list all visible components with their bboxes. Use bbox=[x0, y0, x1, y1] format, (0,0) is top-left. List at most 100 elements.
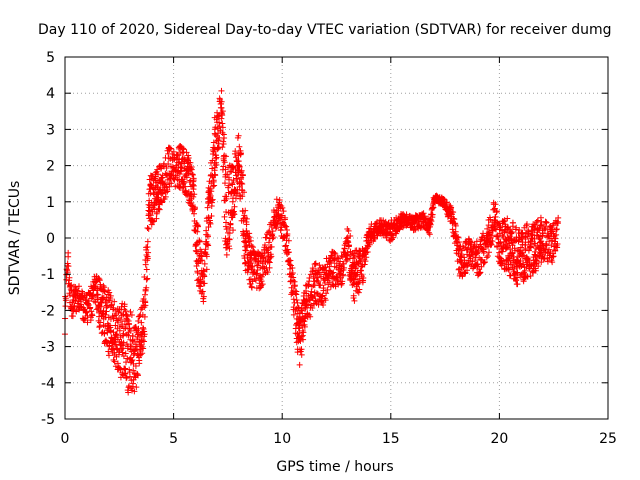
data-point bbox=[201, 280, 208, 287]
data-point bbox=[477, 269, 484, 276]
data-point bbox=[243, 242, 250, 249]
data-point bbox=[149, 217, 156, 224]
data-point bbox=[467, 255, 474, 262]
data-point bbox=[143, 266, 150, 273]
data-point bbox=[202, 246, 209, 253]
data-point bbox=[551, 243, 558, 250]
data-point bbox=[344, 249, 351, 256]
data-point bbox=[141, 331, 148, 338]
data-point bbox=[489, 238, 496, 245]
data-point bbox=[135, 325, 142, 332]
data-point bbox=[484, 253, 491, 260]
data-point bbox=[352, 276, 359, 283]
data-point bbox=[504, 243, 511, 250]
data-point bbox=[462, 239, 469, 246]
data-point bbox=[158, 175, 165, 182]
data-point bbox=[425, 229, 432, 236]
data-point bbox=[163, 165, 170, 172]
data-point bbox=[478, 263, 485, 270]
data-point bbox=[360, 274, 367, 281]
data-point bbox=[183, 174, 190, 181]
data-point bbox=[135, 317, 142, 324]
data-point bbox=[223, 251, 230, 258]
x-tick-label: 20 bbox=[490, 431, 508, 447]
y-tick-label: 4 bbox=[46, 86, 55, 102]
data-point bbox=[516, 226, 523, 233]
x-tick-labels: 0 5 10 15 20 25 bbox=[61, 431, 617, 447]
data-point bbox=[154, 171, 161, 178]
data-point bbox=[550, 253, 557, 260]
data-point bbox=[210, 139, 217, 146]
data-point bbox=[122, 308, 129, 315]
x-tick-label: 10 bbox=[273, 431, 291, 447]
data-point bbox=[509, 223, 516, 230]
data-point bbox=[548, 242, 555, 249]
data-point bbox=[121, 301, 128, 308]
data-point bbox=[380, 217, 387, 224]
data-point bbox=[524, 273, 531, 280]
data-point bbox=[485, 249, 492, 256]
data-point bbox=[66, 274, 73, 281]
data-point bbox=[142, 261, 149, 268]
data-point bbox=[194, 268, 201, 275]
data-point bbox=[190, 182, 197, 189]
data-point bbox=[322, 264, 329, 271]
data-point bbox=[209, 196, 216, 203]
data-point bbox=[297, 338, 304, 345]
data-point bbox=[497, 239, 504, 246]
data-point bbox=[139, 337, 146, 344]
data-point bbox=[298, 333, 305, 340]
data-point bbox=[111, 298, 118, 305]
data-point bbox=[144, 225, 151, 232]
data-point bbox=[163, 181, 170, 188]
data-point bbox=[65, 263, 72, 270]
y-tick-label: 3 bbox=[46, 122, 55, 138]
data-point bbox=[125, 389, 132, 396]
data-point bbox=[298, 346, 305, 353]
data-point bbox=[345, 227, 352, 234]
data-point bbox=[330, 269, 337, 276]
data-point bbox=[513, 277, 520, 284]
data-point bbox=[141, 291, 148, 298]
data-point bbox=[290, 311, 297, 318]
data-point bbox=[218, 87, 225, 94]
data-point bbox=[305, 282, 312, 289]
data-point bbox=[211, 182, 218, 189]
data-point bbox=[102, 288, 109, 295]
data-point bbox=[302, 306, 309, 313]
data-point bbox=[320, 302, 327, 309]
data-point bbox=[269, 235, 276, 242]
data-point bbox=[150, 218, 157, 225]
data-point bbox=[276, 197, 283, 204]
data-point bbox=[262, 241, 269, 248]
data-point bbox=[293, 288, 300, 295]
data-point bbox=[513, 224, 520, 231]
data-point bbox=[241, 189, 248, 196]
data-point bbox=[231, 203, 238, 210]
y-tick-label: -5 bbox=[41, 412, 55, 428]
data-point bbox=[96, 324, 103, 331]
data-point bbox=[219, 144, 226, 151]
data-point bbox=[542, 218, 549, 225]
data-point bbox=[180, 146, 187, 153]
data-point bbox=[221, 213, 228, 220]
data-point bbox=[317, 281, 324, 288]
y-tick-label: 2 bbox=[46, 159, 55, 175]
data-point bbox=[232, 148, 239, 155]
data-point bbox=[103, 338, 110, 345]
data-point bbox=[200, 293, 207, 300]
data-point bbox=[430, 204, 437, 211]
data-point bbox=[226, 245, 233, 252]
data-point bbox=[525, 247, 532, 254]
data-point bbox=[127, 327, 134, 334]
data-point bbox=[132, 363, 139, 370]
data-point bbox=[285, 249, 292, 256]
chart-title: Day 110 of 2020, Sidereal Day-to-day VTE… bbox=[38, 22, 612, 38]
data-point bbox=[507, 257, 514, 264]
data-point bbox=[127, 308, 134, 315]
data-point bbox=[189, 181, 196, 188]
data-point bbox=[140, 345, 147, 352]
data-point bbox=[125, 317, 132, 324]
data-point bbox=[191, 191, 198, 198]
data-point bbox=[83, 309, 90, 316]
